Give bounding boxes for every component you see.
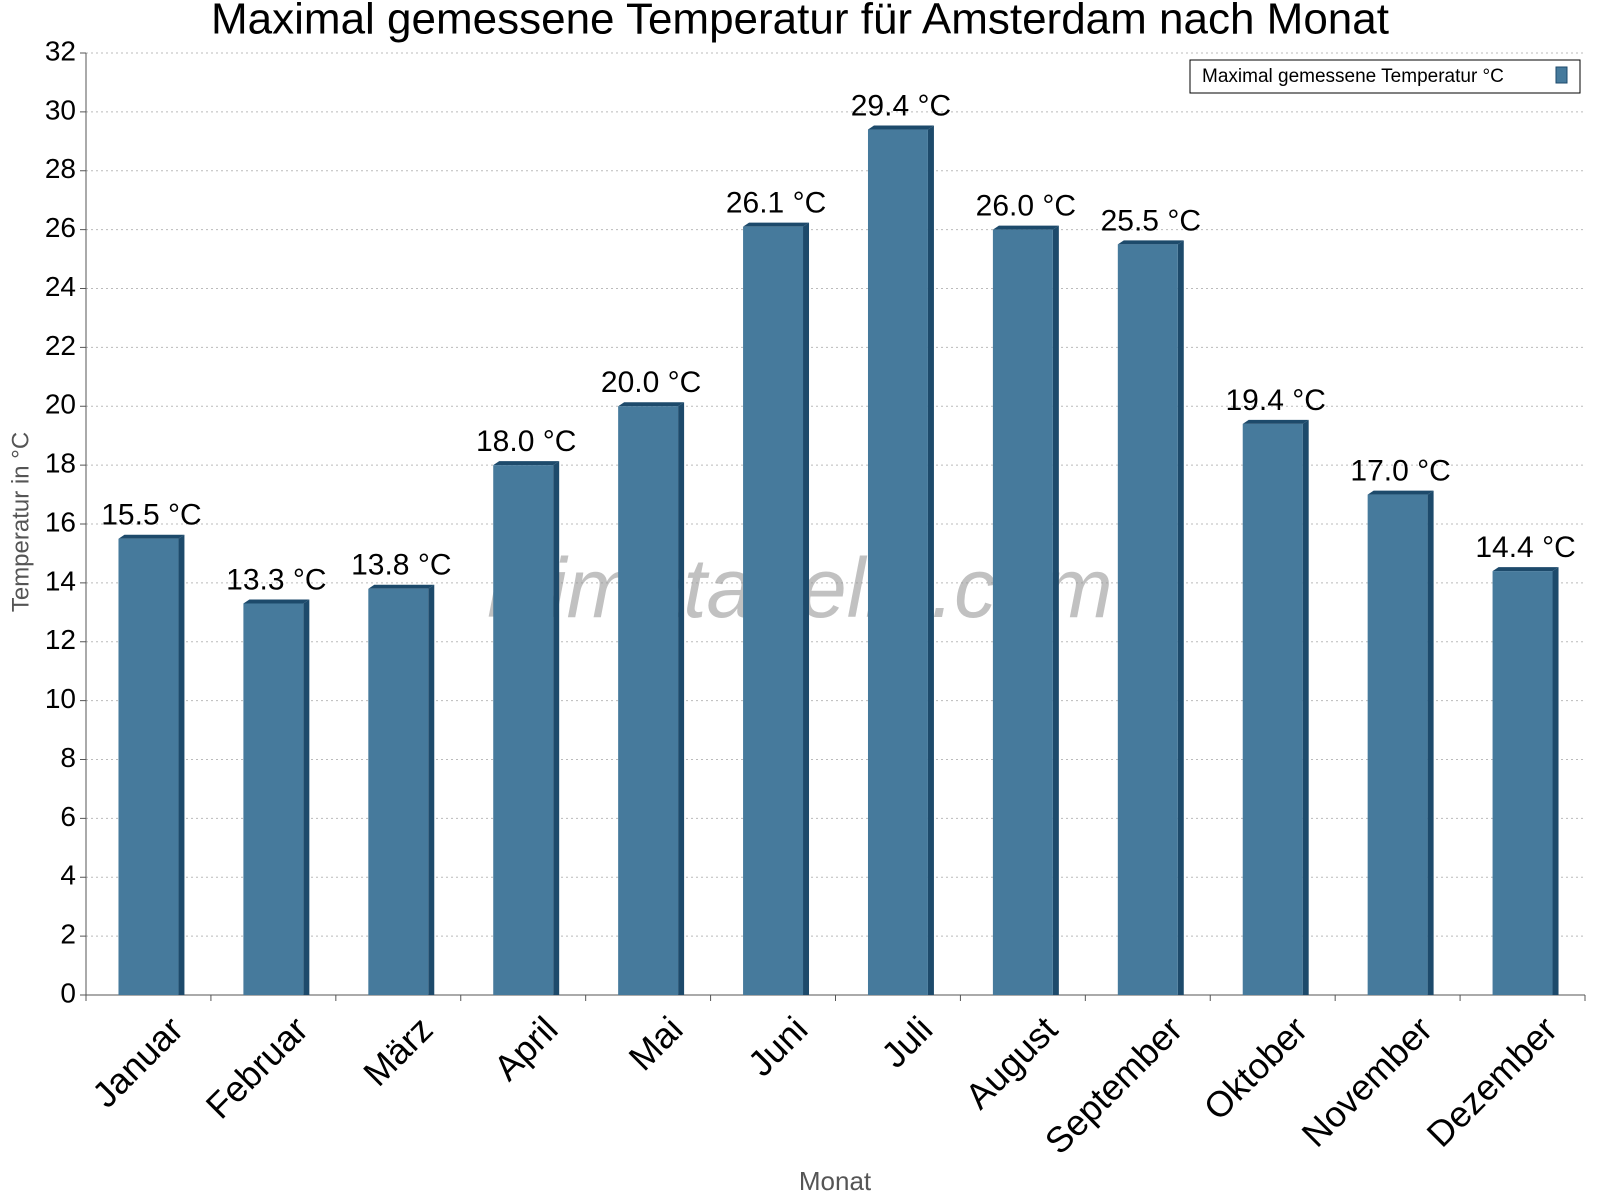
bar-side	[1552, 567, 1559, 995]
x-tick-label: März	[355, 1008, 441, 1094]
bar-side	[178, 534, 185, 995]
bar	[867, 129, 928, 996]
x-tick-label: August	[957, 1008, 1065, 1116]
y-tick-label: 0	[60, 977, 76, 1008]
bar-top	[1367, 490, 1434, 495]
bar-top	[1242, 419, 1309, 424]
data-label: 13.3 °C	[226, 563, 326, 596]
bar-side	[1427, 490, 1434, 995]
y-tick-label: 26	[45, 212, 76, 243]
data-label: 26.0 °C	[976, 190, 1076, 223]
data-label: 26.1 °C	[726, 187, 826, 220]
bar-top	[992, 225, 1059, 230]
bar-side	[1302, 419, 1309, 996]
data-label: 18.0 °C	[476, 425, 576, 458]
x-tick-label: Mai	[620, 1008, 690, 1078]
data-label: 14.4 °C	[1475, 531, 1575, 564]
bar-side	[927, 125, 934, 996]
bar	[493, 465, 554, 995]
bar	[368, 588, 429, 995]
x-tick-label: Februar	[198, 1008, 316, 1126]
bar	[1492, 571, 1553, 995]
bar	[1242, 423, 1303, 996]
x-tick-label: November	[1294, 1008, 1440, 1154]
bar-top	[1492, 567, 1559, 572]
x-tick-label: September	[1037, 1008, 1191, 1162]
x-axis-label: Monat	[799, 1166, 872, 1196]
bar	[118, 538, 179, 995]
data-label: 20.0 °C	[601, 366, 701, 399]
bar	[992, 229, 1053, 995]
bar-side	[803, 222, 810, 995]
bar	[243, 603, 304, 995]
data-label: 15.5 °C	[101, 499, 201, 532]
bar	[618, 406, 679, 995]
bar-side	[1177, 240, 1184, 995]
legend: Maximal gemessene Temperatur °C	[1189, 59, 1581, 94]
bar	[743, 226, 804, 995]
bar-side	[303, 599, 310, 995]
y-tick-label: 10	[45, 683, 76, 714]
y-tick-label: 18	[45, 448, 76, 479]
chart-title: Maximal gemessene Temperatur für Amsterd…	[211, 0, 1389, 44]
y-tick-label: 32	[45, 35, 76, 66]
x-tick-label: Oktober	[1196, 1008, 1316, 1128]
data-label: 19.4 °C	[1226, 384, 1326, 417]
bar-top	[618, 402, 685, 407]
bar-top	[867, 125, 934, 130]
bar	[1367, 494, 1428, 995]
legend-label: Maximal gemessene Temperatur °C	[1202, 66, 1504, 87]
bar-top	[368, 584, 435, 589]
x-tick-label: Juni	[740, 1008, 816, 1084]
y-tick-label: 14	[45, 565, 76, 596]
y-tick-label: 4	[60, 860, 76, 891]
bar-side	[1052, 225, 1059, 995]
y-tick-label: 20	[45, 389, 76, 420]
x-tick-label: Januar	[84, 1008, 191, 1115]
legend-box	[1189, 59, 1581, 94]
bar-top	[118, 534, 185, 539]
y-axis-label: Temperatur in °C	[7, 432, 34, 612]
bar-top	[243, 599, 310, 604]
bar-side	[678, 402, 685, 995]
data-label: 25.5 °C	[1101, 204, 1201, 237]
data-label: 29.4 °C	[851, 89, 951, 122]
bar-side	[553, 461, 560, 995]
data-label: 13.8 °C	[351, 549, 451, 582]
bar	[1117, 244, 1178, 995]
x-tick-label: Dezember	[1419, 1008, 1565, 1154]
y-tick-label: 6	[60, 801, 76, 832]
x-tick-label: April	[486, 1008, 566, 1088]
data-label: 17.0 °C	[1350, 454, 1450, 487]
bar-top	[743, 222, 810, 227]
y-tick-label: 2	[60, 919, 76, 950]
y-tick-label: 16	[45, 506, 76, 537]
y-tick-label: 22	[45, 330, 76, 361]
bar-side	[428, 584, 435, 995]
y-tick-label: 12	[45, 624, 76, 655]
legend-swatch	[1555, 66, 1568, 84]
x-tick-label: Juli	[873, 1008, 940, 1075]
y-tick-label: 30	[45, 94, 76, 125]
bar-top	[1117, 240, 1184, 245]
y-tick-label: 24	[45, 271, 76, 302]
y-tick-label: 8	[60, 742, 76, 773]
bar-top	[493, 461, 560, 466]
y-tick-label: 28	[45, 153, 76, 184]
